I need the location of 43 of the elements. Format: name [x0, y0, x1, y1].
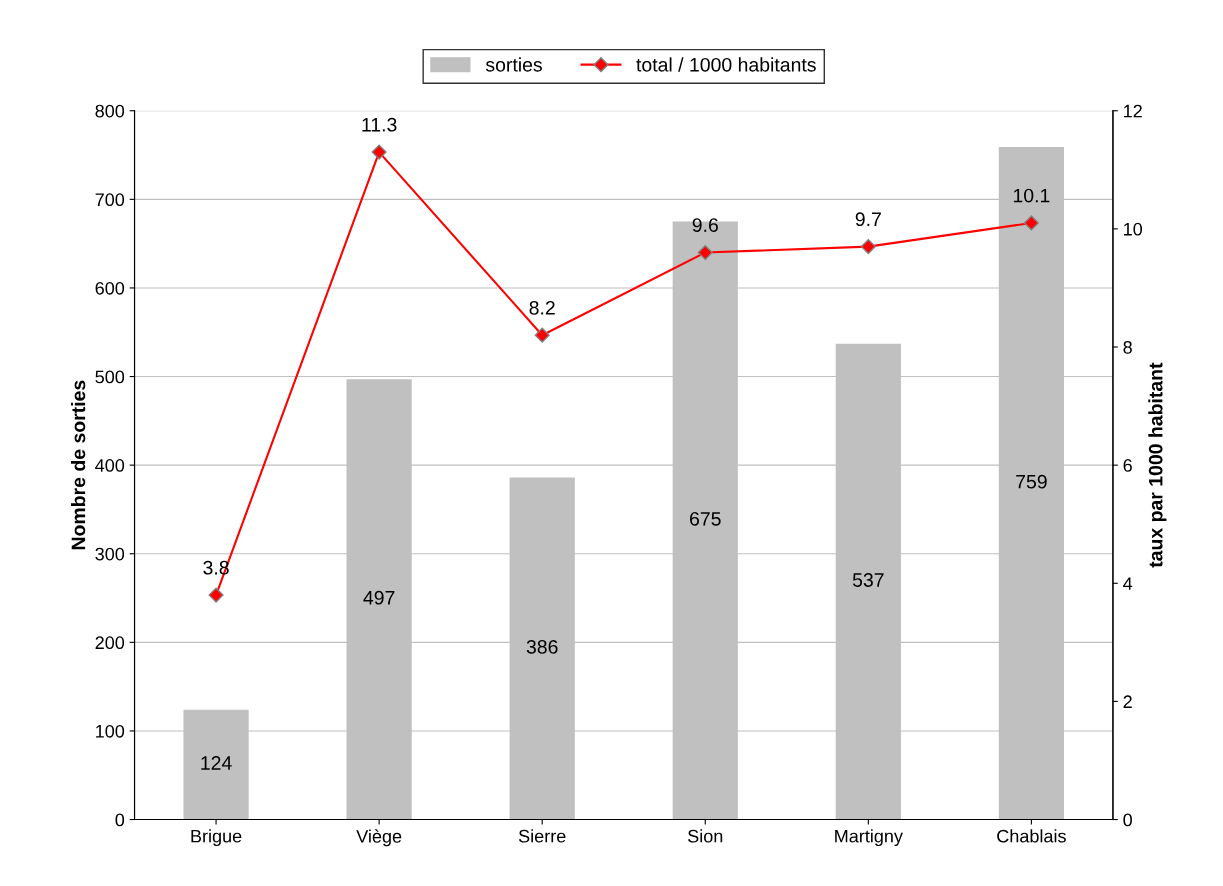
x-tick-label: Brigue [191, 829, 242, 847]
x-tick-label: Viège [356, 829, 402, 847]
legend-label: total / 1000 habitants [636, 57, 816, 72]
y2-tick-label: 4 [1123, 577, 1133, 590]
data-label: 497 [363, 590, 395, 605]
data-label: 10.1 [1013, 188, 1050, 203]
y-tick-label: 200 [95, 636, 125, 650]
y2-tick-label: 0 [1123, 813, 1132, 827]
x-tick-label: Sion [688, 829, 723, 843]
y-tick-label: 700 [95, 193, 125, 207]
data-label: 124 [201, 756, 232, 770]
y-tick-label: 0 [115, 813, 125, 827]
y2-tick-label: 6 [1123, 459, 1132, 472]
point [1023, 215, 1039, 231]
point [697, 244, 713, 261]
y2-tick-label: 10 [1124, 222, 1143, 236]
x-tick-label: Martigny [835, 829, 903, 847]
point [208, 587, 224, 603]
data-label: 759 [1016, 474, 1047, 489]
y2-axis-title: taux par 1000 habitant [1148, 362, 1167, 568]
data-label: 675 [690, 511, 721, 526]
x-tick-label: Sierre [518, 829, 566, 843]
data-label: 386 [526, 640, 558, 654]
point [534, 327, 550, 343]
y2-tick-label: 8 [1123, 340, 1132, 354]
point [371, 144, 387, 160]
y-tick-label: 600 [95, 281, 125, 295]
x-tick-label: Chablais [997, 829, 1066, 843]
y-tick-label: 800 [95, 104, 125, 118]
point [860, 239, 876, 255]
legend-label: sorties [485, 57, 542, 72]
y-axis-title: Nombre de sorties [71, 380, 86, 550]
data-label: 9.7 [855, 212, 881, 227]
y2-tick-label: 12 [1124, 104, 1142, 118]
data-label: 11.3 [362, 117, 397, 132]
y-tick-label: 100 [96, 724, 125, 738]
y-tick-label: 300 [95, 547, 125, 561]
y-tick-label: 400 [95, 459, 125, 472]
data-label: 9.6 [692, 218, 718, 232]
y-tick-label: 500 [95, 370, 125, 384]
data-label: 537 [852, 573, 884, 587]
y2-tick-label: 2 [1123, 695, 1132, 708]
data-label: 8.2 [529, 300, 555, 315]
